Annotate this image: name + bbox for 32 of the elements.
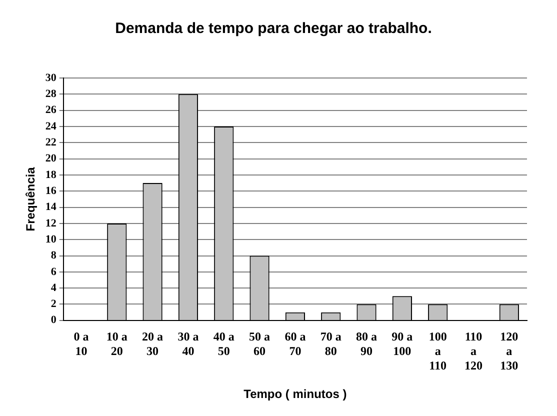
x-tick-label: 10 a 20 <box>106 330 128 358</box>
y-tick-label: 14 <box>45 201 57 214</box>
x-axis-title: Tempo ( minutos ) <box>244 387 347 402</box>
y-tick-label: 28 <box>45 88 57 100</box>
x-tick-label: 30 a 40 <box>178 330 199 358</box>
x-tick-label: 50 a 60 <box>249 330 270 358</box>
x-tick-label: 60 a 70 <box>284 330 306 358</box>
x-tick-label: 120 a 130 <box>500 330 518 372</box>
x-tick-label: 90 a 100 <box>392 330 413 358</box>
x-tick-label: 100 a 110 <box>428 330 447 372</box>
y-tick-label: 18 <box>45 168 57 181</box>
y-tick-label: 20 <box>45 152 57 165</box>
x-tick-label: 40 a 50 <box>213 330 234 358</box>
y-tick-label: 6 <box>50 266 57 278</box>
x-tick-label: 20 a 30 <box>142 330 164 358</box>
chart-title: Demanda de tempo para chegar ao trabalho. <box>115 20 432 38</box>
y-tick-label: 0 <box>50 314 57 326</box>
x-tick-label: 0 a 10 <box>74 330 89 358</box>
y-tick-label: 26 <box>45 104 57 116</box>
y-tick-label: 2 <box>50 298 57 310</box>
y-tick-label: 10 <box>45 233 57 246</box>
x-tick-label: 80 a 90 <box>356 330 378 358</box>
y-tick-label: 30 <box>45 72 57 84</box>
x-tick-label: 70 a 80 <box>320 330 342 358</box>
y-axis-title: Frequência <box>24 166 38 232</box>
y-tick-label: 24 <box>45 120 57 132</box>
y-tick-label: 4 <box>50 282 57 294</box>
x-tick-label: 110 a 120 <box>464 330 483 372</box>
y-tick-label: 16 <box>45 184 57 197</box>
y-tick-label: 8 <box>50 250 57 262</box>
y-tick-label: 12 <box>45 217 57 230</box>
y-tick-label: 22 <box>45 136 57 148</box>
